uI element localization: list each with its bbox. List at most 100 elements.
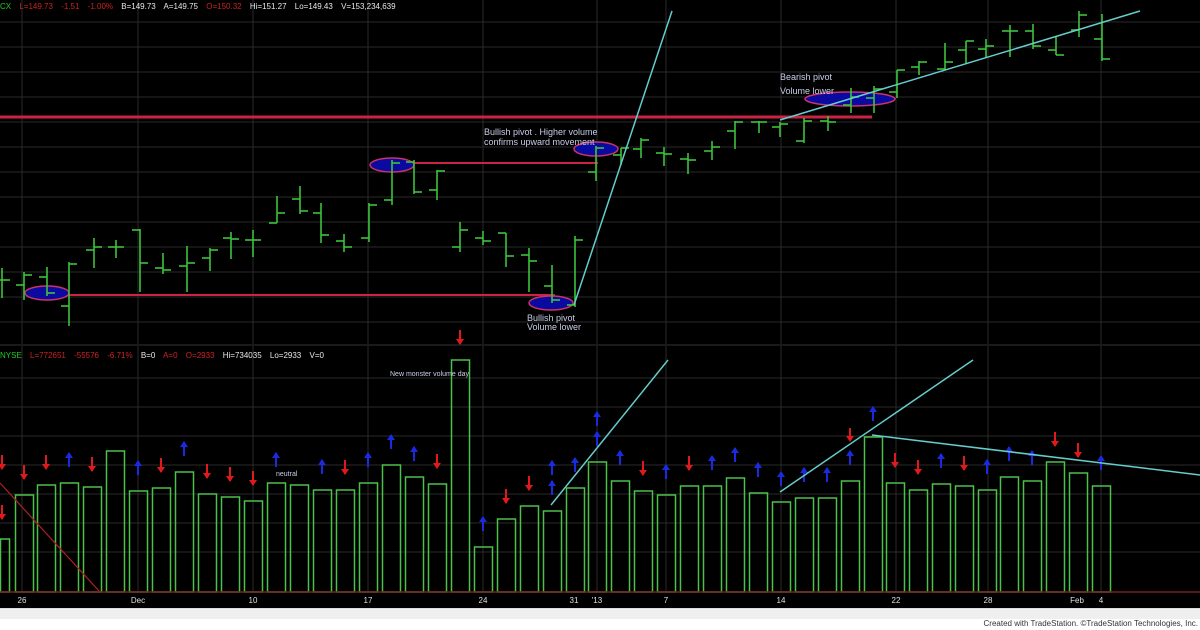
annotation-line: Bearish pivot — [780, 72, 833, 82]
up-arrow-icon — [777, 471, 785, 477]
volume-bar — [220, 496, 241, 593]
up-arrow-icon — [410, 446, 418, 452]
down-arrow-icon — [1074, 452, 1082, 458]
volume-bar — [0, 538, 11, 593]
annotation-line: Volume lower — [780, 86, 835, 96]
trend-line — [779, 10, 1141, 121]
volume-bid: B=0 — [140, 351, 156, 360]
down-arrow-icon — [685, 465, 693, 471]
chart-canvas[interactable] — [0, 0, 1200, 608]
volume-bar — [335, 489, 356, 593]
volume-open: O=2933 — [185, 351, 215, 360]
price-low: Lo=149.43 — [294, 2, 333, 11]
down-arrow-icon — [157, 467, 165, 473]
annotation-neutral: neutral — [276, 471, 298, 478]
volume-bar — [174, 471, 195, 593]
volume-change-pct: -6.71% — [107, 351, 133, 360]
up-arrow-icon — [65, 452, 73, 458]
x-axis-label: '13 — [591, 596, 603, 605]
volume-bar — [312, 489, 333, 593]
up-arrow-icon — [593, 411, 601, 417]
trend-line — [573, 10, 673, 306]
price-change: -1.51 — [61, 2, 80, 11]
volume-bar — [1068, 472, 1089, 593]
annotation-line: Bullish pivot — [527, 313, 576, 323]
x-axis-label: 17 — [363, 596, 373, 605]
x-axis-label: 28 — [983, 596, 993, 605]
volume-ask: A=0 — [163, 351, 178, 360]
volume-bar — [197, 493, 218, 593]
annotation-line: Bullish pivot . Higher volume — [484, 127, 598, 137]
price-pane-header: CX L=149.73 -1.51 -1.00% B=149.73 A=149.… — [0, 0, 402, 14]
down-arrow-icon — [525, 485, 533, 491]
up-arrow-icon — [708, 455, 716, 461]
price-bid: B=149.73 — [121, 2, 156, 11]
down-arrow-icon — [456, 339, 464, 345]
down-arrow-icon — [42, 464, 50, 470]
trend-line — [871, 434, 1200, 476]
volume-bar — [954, 485, 975, 593]
volume-bar — [565, 487, 586, 593]
annotation-line: Volume lower — [527, 322, 582, 332]
annotation-bullish-pivot-volume-lower: Bullish pivot Volume lower — [527, 314, 581, 332]
up-arrow-icon — [593, 431, 601, 437]
volume-bar — [105, 450, 126, 593]
up-arrow-icon — [318, 459, 326, 465]
annotation-monster-volume-day: New monster volume day — [390, 371, 469, 378]
up-arrow-icon — [1097, 455, 1105, 461]
up-arrow-icon — [754, 462, 762, 468]
volume-bar — [931, 483, 952, 593]
volume-bar — [1022, 480, 1043, 593]
volume-last: L=772651 — [30, 351, 66, 360]
trend-line — [550, 359, 669, 506]
price-change-pct: -1.00% — [87, 2, 114, 11]
volume-bar — [817, 497, 838, 593]
up-arrow-icon — [571, 457, 579, 463]
down-arrow-icon — [1051, 441, 1059, 447]
x-axis-label: 7 — [663, 596, 669, 605]
volume-bar — [794, 497, 815, 593]
volume-bar — [151, 487, 172, 593]
footer-bar — [0, 608, 1200, 619]
volume-bar — [59, 482, 80, 593]
x-axis-label: 14 — [776, 596, 786, 605]
volume-volume: V=0 — [309, 351, 324, 360]
down-arrow-icon — [203, 473, 211, 479]
volume-low: Lo=2933 — [269, 351, 302, 360]
x-axis-label: 4 — [1098, 596, 1104, 605]
volume-bar — [725, 477, 746, 593]
up-arrow-icon — [1005, 446, 1013, 452]
up-arrow-icon — [387, 434, 395, 440]
chart-area[interactable]: CX L=149.73 -1.51 -1.00% B=149.73 A=149.… — [0, 0, 1200, 608]
volume-high: Hi=734035 — [222, 351, 262, 360]
volume-bar — [519, 505, 540, 593]
down-arrow-icon — [226, 476, 234, 482]
annotation-bullish-pivot-higher-volume: Bullish pivot . Higher volume confirms u… — [484, 127, 598, 147]
volume-bar — [863, 436, 884, 593]
up-arrow-icon — [364, 452, 372, 458]
volume-change: -55576 — [74, 351, 100, 360]
volume-bar — [381, 464, 402, 593]
x-axis-label: 24 — [478, 596, 488, 605]
x-axis-label: 22 — [891, 596, 901, 605]
price-symbol: CX — [0, 2, 12, 11]
down-arrow-icon — [891, 462, 899, 468]
x-axis-label: Feb — [1070, 596, 1084, 605]
volume-bar — [702, 485, 723, 593]
down-arrow-icon — [20, 474, 28, 480]
price-last: L=149.73 — [19, 2, 53, 11]
up-arrow-icon — [869, 406, 877, 412]
up-arrow-icon — [134, 460, 142, 466]
volume-bar — [36, 484, 57, 593]
down-arrow-icon — [502, 498, 510, 504]
down-arrow-icon — [914, 469, 922, 475]
up-arrow-icon — [983, 459, 991, 465]
volume-bar — [840, 480, 861, 593]
down-arrow-icon — [639, 470, 647, 476]
down-arrow-icon — [0, 514, 6, 520]
up-arrow-icon — [180, 441, 188, 447]
up-arrow-icon — [800, 467, 808, 473]
up-arrow-icon — [823, 467, 831, 473]
up-arrow-icon — [616, 450, 624, 456]
up-arrow-icon — [937, 453, 945, 459]
